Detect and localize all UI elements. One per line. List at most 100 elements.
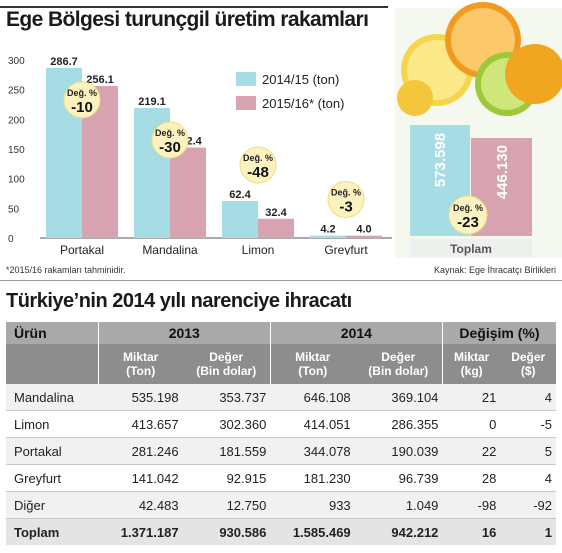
header-unit: (Bin dolar) [368,364,429,378]
cell-deger-2014: 1.049 [354,491,443,519]
data-label: 286.7 [50,56,78,68]
cell-deger-2013: 930.586 [182,518,271,545]
y-tick-label: 0 [8,234,14,245]
source-note: Kaynak: Ege İhracatçı Birlikleri [433,265,556,275]
legend-label-1: 2014/15 (ton) [262,72,339,87]
category-label: Limon [242,243,275,255]
table-row: Portakal 281.246 181.559 344.078 190.039 22 5 [6,437,556,465]
category-label: Greyfurt [324,243,368,255]
header-text: Değer [381,350,416,364]
header-deger-2013: Değer (Bin dolar) [182,344,271,384]
section-separator [0,280,562,281]
change-badge-label: Değ. % [155,128,185,138]
header-text: Değer [511,350,546,364]
change-badge [239,146,277,184]
legend-swatch-2 [236,96,256,110]
bar-chart: 0 50 100 150 200 250 300 286.7 256.1 Portakal Değ.… [8,56,392,255]
total-change-label: Değ. % [453,203,483,213]
legend-swatch-1 [236,72,256,86]
export-table: Ürün 2013 2014 Değişim (%) Miktar (Ton) D… [6,322,556,545]
change-badge-value: -3 [339,199,352,216]
cell-product: Limon [6,410,99,438]
cell-miktar-2014: 414.051 [270,410,355,438]
cell-miktar-2013: 42.483 [98,491,183,519]
cell-miktar-2014: 933 [270,491,355,519]
cell-miktar-2014: 344.078 [270,437,355,465]
table-row: Greyfurt 141.042 92.915 181.230 96.739 28 4 [6,464,556,492]
chart-title: Ege Bölgesi turunçgil üretim rakamları [6,8,369,31]
category-label: Mandalina [142,243,198,255]
cell-deger-change: 4 [500,384,556,411]
data-label: 4.0 [356,224,371,236]
change-badge-value: -10 [71,99,93,116]
cell-deger-change: 4 [500,464,556,492]
total-change-badge [448,195,488,235]
footnote: *2015/16 rakamları tahminidir. [6,265,126,275]
total-value-2015: 446.130 [494,145,511,199]
header-change: Değişim (%) [441,322,556,344]
cell-miktar-change: 28 [442,464,501,492]
change-badge [63,81,101,119]
bar-limon-series-1 [222,200,258,238]
category-label: Portakal [60,243,104,255]
totals-panel: 573.598 446.130 Değ. % -23 Toplam [395,2,562,258]
cell-miktar-change: 16 [442,518,501,545]
bar-limon-series-2 [258,218,294,238]
cell-miktar-change: 0 [442,410,501,438]
y-tick-label: 100 [8,175,25,186]
table-body: Mandalina 535.198 353.737 646.108 369.104 21 4… [6,384,556,545]
data-label: 62.4 [229,189,251,201]
cell-product: Toplam [6,518,99,545]
header-text: Miktar [122,350,159,364]
cell-deger-2014: 190.039 [354,437,443,465]
cell-miktar-2014: 1.585.469 [270,518,355,545]
cell-miktar-change: 21 [442,384,501,411]
y-tick-label: 150 [8,145,25,156]
cell-deger-2013: 12.750 [182,491,271,519]
cell-miktar-2013: 1.371.187 [98,518,183,545]
bar-mandalina-series-2 [170,147,206,238]
cell-miktar-change: 22 [442,437,501,465]
cell-deger-2014: 369.104 [354,384,443,411]
cell-deger-change: 5 [500,437,556,465]
header-year-2014: 2014 [269,322,443,344]
header-miktar-change: Miktar (kg) [441,344,501,384]
data-label: 219.1 [138,96,166,108]
table-row: Diğer 42.483 12.750 933 1.049 -98 -92 [6,491,556,519]
y-tick-label: 200 [8,115,25,126]
change-badge-value: -30 [159,139,181,156]
cell-deger-2013: 353.737 [182,384,271,411]
y-tick-label: 250 [8,86,25,97]
title-rule [0,6,388,8]
total-label: Toplam [450,242,492,256]
data-label: 256.1 [86,74,114,86]
cell-deger-2013: 181.559 [182,437,271,465]
cell-miktar-2013: 141.042 [98,464,183,492]
y-tick-label: 300 [8,56,25,67]
total-label-box [410,239,532,257]
cell-deger-2014: 942.212 [354,518,443,545]
header-unit: (Ton) [298,364,328,378]
cell-product: Portakal [6,437,99,465]
cell-product: Diğer [6,491,99,519]
table-header-row-2: Miktar (Ton) Değer (Bin dolar) Miktar (Ton)… [6,344,556,384]
y-tick-label: 50 [8,204,20,215]
header-blank [6,344,99,384]
cell-product: Mandalina [6,384,99,411]
cell-miktar-2013: 535.198 [98,384,183,411]
cell-miktar-2014: 646.108 [270,384,355,411]
table-title: Türkiye’nin 2014 yılı narenciye ihracatı [6,290,352,312]
data-label: 4.2 [320,224,335,236]
cell-product: Greyfurt [6,464,99,492]
cell-deger-2014: 286.355 [354,410,443,438]
table-row: Mandalina 535.198 353.737 646.108 369.104 21 4 [6,384,556,411]
table-row: Limon 413.657 302.360 414.051 286.355 0 -5 [6,410,556,438]
header-unit: (Ton) [126,364,156,378]
bar-greyfurt-series-1 [310,235,346,238]
header-deger-2014: Değer (Bin dolar) [354,344,443,384]
change-badge [327,181,365,219]
cell-deger-2013: 302.360 [182,410,271,438]
data-label: 32.4 [265,207,287,219]
cell-miktar-2014: 181.230 [270,464,355,492]
change-badge-label: Değ. % [67,88,97,98]
